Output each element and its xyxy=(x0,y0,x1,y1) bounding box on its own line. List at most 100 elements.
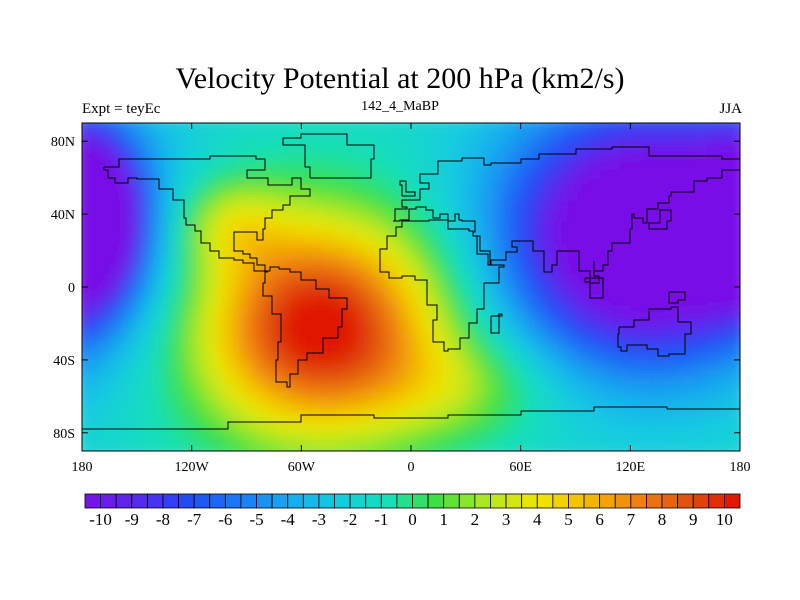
field-cell xyxy=(114,429,127,441)
field-cell xyxy=(465,133,478,146)
field-cell xyxy=(487,123,500,135)
field-cell xyxy=(114,330,127,343)
colorbar-swatch xyxy=(256,493,273,509)
field-cell xyxy=(619,374,631,386)
field-cell xyxy=(520,385,533,397)
field-cell xyxy=(444,451,456,463)
field-cell xyxy=(454,330,467,343)
field-cell xyxy=(553,352,566,365)
field-cell xyxy=(597,177,609,190)
field-cell xyxy=(608,254,620,266)
field-cell xyxy=(334,254,346,266)
field-cell xyxy=(334,407,346,419)
field-cell xyxy=(707,210,719,222)
field-cell xyxy=(740,200,752,212)
field-cell xyxy=(114,385,127,397)
field-cell xyxy=(685,440,697,451)
field-cell xyxy=(103,276,116,288)
field-cell xyxy=(334,276,346,288)
field-cell xyxy=(290,352,302,365)
field-cell xyxy=(740,265,752,277)
field-cell xyxy=(411,199,423,212)
field-cell xyxy=(279,123,291,135)
field-cell xyxy=(696,319,708,332)
field-cell xyxy=(82,166,83,179)
colorbar-swatch xyxy=(412,493,429,509)
field-cell xyxy=(411,352,423,365)
colorbar-swatch xyxy=(427,493,445,509)
field-cell xyxy=(443,232,456,244)
field-cell xyxy=(191,133,204,146)
field-cell xyxy=(674,407,686,419)
field-cell xyxy=(389,385,401,397)
field-cell xyxy=(597,396,609,408)
field-cell xyxy=(147,243,160,255)
field-cell xyxy=(443,243,456,255)
field-cell xyxy=(421,429,434,441)
field-cell xyxy=(432,287,445,299)
field-cell xyxy=(586,407,599,419)
field-cell xyxy=(180,144,193,157)
field-cell xyxy=(729,265,740,277)
field-cell xyxy=(125,330,138,343)
field-cell xyxy=(334,396,346,408)
field-cell xyxy=(235,363,248,376)
field-cell xyxy=(92,123,105,124)
field-cell xyxy=(169,199,182,212)
field-cell xyxy=(158,243,171,255)
field-cell xyxy=(542,374,555,386)
field-cell xyxy=(345,374,357,386)
field-cell xyxy=(685,232,697,244)
field-cell xyxy=(82,319,83,332)
field-cell xyxy=(565,451,577,463)
field-cell xyxy=(334,308,346,321)
field-cell xyxy=(696,133,708,146)
field-cell xyxy=(367,308,379,321)
field-cell xyxy=(136,265,149,277)
field-cell xyxy=(575,418,588,430)
field-cell xyxy=(487,308,500,321)
field-cell xyxy=(630,440,642,451)
field-cell xyxy=(169,319,182,332)
colorbar-swatch xyxy=(490,493,507,509)
field-cell xyxy=(520,418,533,430)
field-cell xyxy=(202,177,215,190)
field-cell xyxy=(465,177,478,190)
field-cell xyxy=(180,429,193,441)
field-cell xyxy=(213,210,226,222)
field-cell xyxy=(542,123,555,124)
field-cell xyxy=(213,232,226,244)
field-cell xyxy=(685,133,697,146)
field-cell xyxy=(454,155,467,168)
field-cell xyxy=(301,396,313,408)
field-cell xyxy=(630,363,642,376)
field-cell xyxy=(114,166,127,179)
field-cell xyxy=(301,407,313,419)
field-cell xyxy=(685,451,697,463)
field-cell xyxy=(597,133,609,146)
field-cell xyxy=(345,385,357,397)
field-cell xyxy=(597,221,609,233)
field-cell xyxy=(202,352,215,365)
field-cell xyxy=(334,221,346,233)
field-cell xyxy=(586,144,599,157)
field-cell xyxy=(334,363,346,376)
field-cell xyxy=(213,407,226,419)
y-tick-label: 80N xyxy=(51,135,75,150)
field-cell xyxy=(597,243,609,255)
field-cell xyxy=(103,407,116,419)
field-cell xyxy=(180,341,193,354)
field-cell xyxy=(115,451,127,463)
field-cell xyxy=(707,451,719,463)
field-cell xyxy=(509,177,522,190)
field-cell xyxy=(630,396,642,408)
field-cell xyxy=(82,243,94,255)
field-cell xyxy=(290,166,302,179)
field-cell xyxy=(92,243,105,255)
field-cell xyxy=(520,199,533,212)
field-cell xyxy=(180,265,193,277)
field-cell xyxy=(509,407,522,419)
field-cell xyxy=(301,276,313,288)
field-cell xyxy=(487,352,500,365)
field-cell xyxy=(443,133,456,146)
